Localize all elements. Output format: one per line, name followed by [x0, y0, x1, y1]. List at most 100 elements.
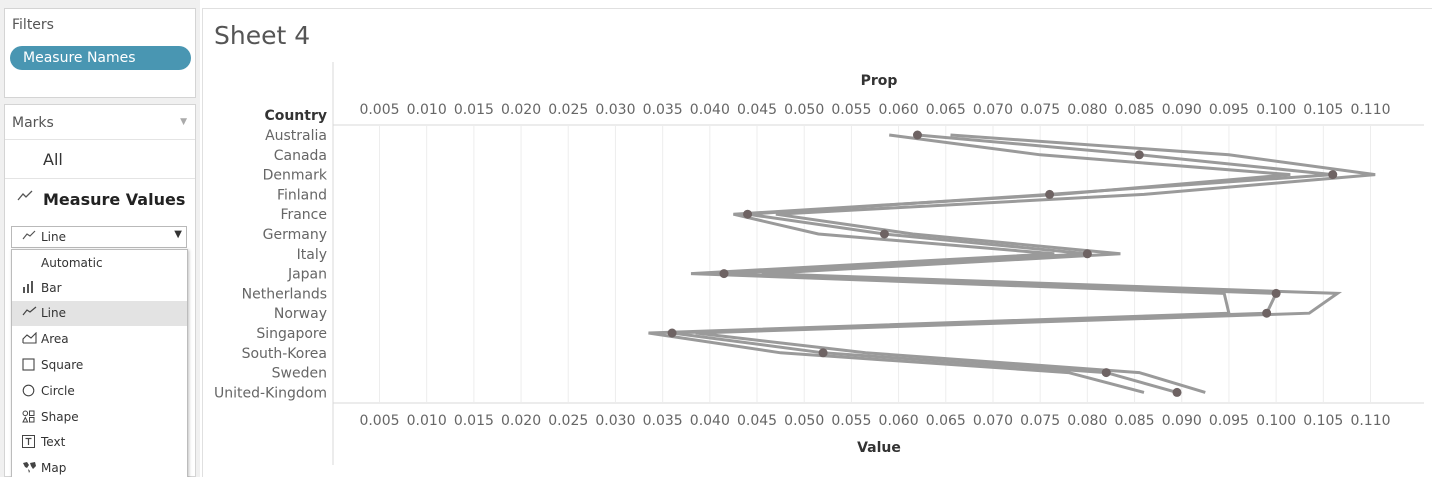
series-line-2[interactable] — [695, 133, 1376, 394]
top-axis-tick-label: 0.030 — [595, 102, 635, 118]
data-point[interactable] — [1172, 387, 1182, 397]
dropdown-item-square[interactable]: Square — [12, 353, 187, 378]
dropdown-item-automatic[interactable]: Automatic — [12, 251, 187, 276]
series-line-1[interactable] — [648, 133, 1291, 394]
line-icon — [22, 230, 36, 244]
mark-type-select[interactable]: Line ▼ — [11, 226, 187, 248]
row-header-country: Country — [264, 108, 327, 124]
bottom-axis-ticks: 0.005 0.010 0.015 0.020 0.025 0.030 0.035 0.040… — [359, 413, 1390, 429]
row-label: Norway — [274, 306, 327, 322]
series-points — [667, 130, 1338, 397]
x-axis-tick-label: 0.020 — [501, 413, 541, 429]
x-axis-tick-label: 0.055 — [831, 413, 871, 429]
dropdown-item-label: Shape — [41, 410, 79, 424]
x-axis-tick-label: 0.010 — [407, 413, 447, 429]
row-label: South-Korea — [242, 346, 327, 362]
dropdown-item-area[interactable]: Area — [12, 327, 187, 352]
data-point[interactable] — [1271, 288, 1281, 298]
row-label: Japan — [287, 267, 327, 283]
data-point[interactable] — [1134, 150, 1144, 160]
data-point[interactable] — [1045, 189, 1055, 199]
row-label: Sweden — [272, 366, 327, 382]
top-axis-tick-label: 0.100 — [1256, 102, 1296, 118]
marks-all-tab[interactable]: All — [5, 141, 195, 179]
chevron-down-icon[interactable]: ▼ — [174, 229, 182, 240]
dropdown-item-map[interactable]: Map — [12, 456, 187, 477]
series-lines — [648, 133, 1376, 394]
dropdown-item-label: Text — [41, 435, 66, 449]
x-axis-tick-label: 0.095 — [1209, 413, 1249, 429]
x-axis-tick-label: 0.070 — [973, 413, 1013, 429]
marks-all-label: All — [43, 150, 63, 169]
dropdown-item-shape[interactable]: Shape — [12, 405, 187, 430]
top-axis-tick-label: 0.055 — [831, 102, 871, 118]
square-icon — [22, 358, 38, 374]
dropdown-item-text[interactable]: Text — [12, 430, 187, 455]
dropdown-item-circle[interactable]: Circle — [12, 379, 187, 404]
marks-menu-caret-icon[interactable]: ▼ — [180, 117, 187, 127]
map-icon — [22, 461, 38, 476]
x-axis-tick-label: 0.050 — [784, 413, 824, 429]
dropdown-item-label: Circle — [41, 384, 75, 398]
top-axis-tick-label: 0.070 — [973, 102, 1013, 118]
x-axis-tick-label: 0.025 — [548, 413, 588, 429]
top-axis-tick-label: 0.035 — [643, 102, 683, 118]
row-label: Canada — [274, 148, 327, 164]
top-axis-tick-label: 0.010 — [407, 102, 447, 118]
x-axis-tick-label: 0.035 — [643, 413, 683, 429]
x-axis-tick-label: 0.100 — [1256, 413, 1296, 429]
x-axis-tick-label: 0.105 — [1303, 413, 1343, 429]
x-axis-tick-label: 0.005 — [359, 413, 399, 429]
data-point[interactable] — [1262, 308, 1272, 318]
data-point[interactable] — [667, 328, 677, 338]
dropdown-item-label: Automatic — [41, 256, 103, 270]
measure-values-label: Measure Values — [43, 190, 186, 209]
top-axis-tick-label: 0.095 — [1209, 102, 1249, 118]
row-label: Germany — [263, 227, 327, 243]
row-label: Australia — [265, 128, 327, 144]
area-icon — [22, 331, 38, 347]
data-point[interactable] — [912, 130, 922, 140]
x-axis-tick-label: 0.110 — [1350, 413, 1390, 429]
x-axis-tick-label: 0.090 — [1162, 413, 1202, 429]
data-point[interactable] — [1101, 368, 1111, 378]
data-point[interactable] — [743, 209, 753, 219]
series-line-3[interactable] — [671, 133, 1333, 394]
data-point[interactable] — [879, 229, 889, 239]
circle-icon — [22, 384, 38, 400]
row-label: France — [280, 207, 327, 223]
filters-title: Filters — [12, 17, 54, 33]
worksheet-area — [202, 8, 1432, 477]
row-label: Finland — [277, 187, 327, 203]
filters-card: Filters Measure Names — [4, 8, 196, 98]
data-point[interactable] — [719, 269, 729, 279]
dropdown-item-label: Square — [41, 358, 84, 372]
x-axis-tick-label: 0.075 — [1020, 413, 1060, 429]
marks-measure-values-tab[interactable]: Measure Values — [5, 180, 195, 220]
measure-names-filter-pill[interactable]: Measure Names — [10, 46, 191, 70]
x-axis-tick-label: 0.015 — [454, 413, 494, 429]
chart-frame — [332, 62, 1424, 465]
dropdown-item-bar[interactable]: Bar — [12, 276, 187, 301]
data-point[interactable] — [1328, 170, 1338, 180]
left-pane: Filters Measure Names Marks ▼ All Measur… — [0, 0, 200, 477]
dropdown-item-label: Bar — [41, 281, 62, 295]
top-axis-tick-label: 0.045 — [737, 102, 777, 118]
top-axis-tick-label: 0.105 — [1303, 102, 1343, 118]
top-axis-tick-label: 0.110 — [1350, 102, 1390, 118]
top-axis-tick-label: 0.065 — [926, 102, 966, 118]
marks-header[interactable]: Marks ▼ — [5, 105, 195, 140]
x-axis-tick-label: 0.085 — [1115, 413, 1155, 429]
x-axis-tick-label: 0.060 — [879, 413, 919, 429]
data-point[interactable] — [818, 348, 828, 358]
top-axis-tick-label: 0.060 — [879, 102, 919, 118]
dropdown-item-line[interactable]: Line — [12, 301, 187, 326]
top-axis-tick-label: 0.050 — [784, 102, 824, 118]
row-labels: Australia Canada Denmark Finland France Germa… — [214, 128, 328, 401]
x-axis-tick-label: 0.065 — [926, 413, 966, 429]
top-axis-tick-label: 0.025 — [548, 102, 588, 118]
dropdown-item-label: Line — [41, 306, 67, 320]
data-point[interactable] — [1082, 249, 1092, 259]
line-icon — [17, 190, 33, 206]
